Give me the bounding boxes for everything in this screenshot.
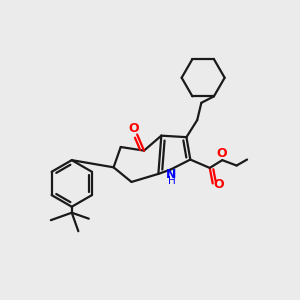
Text: O: O (216, 147, 227, 160)
Text: O: O (213, 178, 224, 190)
Text: N: N (166, 168, 177, 181)
Text: O: O (128, 122, 139, 135)
Text: H: H (168, 176, 176, 186)
